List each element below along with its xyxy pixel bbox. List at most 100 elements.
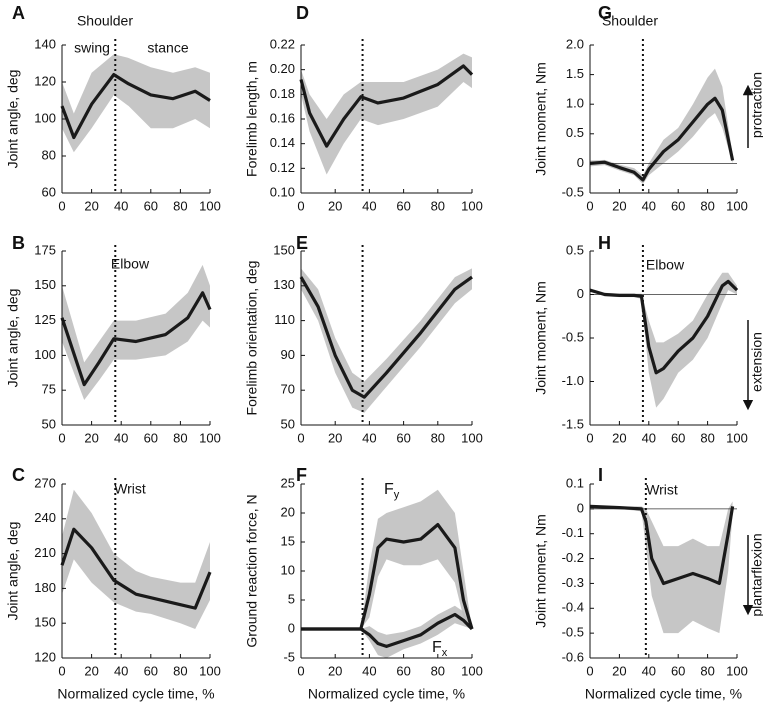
y-axis-label: Joint moment, Nm [533,62,549,176]
x-tick-label: 60 [144,430,158,445]
trace-band [301,489,472,629]
y-tick-label: 0.10 [270,184,295,199]
y-tick-label: 100 [34,110,56,125]
x-tick-label: 40 [114,430,128,445]
trace-band [590,68,733,185]
y-tick-label: 0 [577,500,584,515]
x-tick-label: 20 [612,663,626,678]
y-tick-label: 0.18 [270,86,295,101]
mean-line [301,612,474,648]
y-tick-label: 0.16 [270,110,295,125]
y-tick-label: -0.2 [562,550,584,565]
y-tick-label: 240 [34,510,56,525]
mean-line [60,73,211,140]
x-tick-label: 60 [144,198,158,213]
annotation: plantarflexion [749,533,763,616]
x-tick-label: 80 [700,430,714,445]
x-tick-label: 0 [58,430,65,445]
mean-line [60,291,212,387]
x-tick-label: 60 [396,430,410,445]
series-label-main: F [384,481,394,498]
x-axis-label: Normalized cycle time, % [308,686,465,702]
y-axis-label: Joint moment, Nm [533,514,549,628]
x-tick-label: 100 [726,198,748,213]
x-tick-label: 100 [461,430,483,445]
y-tick-label: 25 [281,475,295,490]
series-label-sub: x [442,647,448,659]
x-tick-label: 80 [431,198,445,213]
y-tick-label: -1.5 [562,416,584,431]
y-tick-label: -5 [283,649,295,664]
y-tick-label: 50 [42,416,56,431]
trace-band [301,53,472,175]
mean-line [301,523,474,631]
x-tick-label: 20 [328,430,342,445]
y-tick-label: -0.3 [562,575,584,590]
x-tick-label: 100 [726,430,748,445]
mean-line [299,275,473,399]
x-tick-label: 0 [297,198,304,213]
panel-title: Shoulder [77,13,133,29]
trace-band [301,268,472,413]
x-tick-label: 80 [173,430,187,445]
panel-title: Wrist [646,482,678,498]
y-tick-label: 150 [273,242,295,257]
x-tick-label: 40 [362,430,376,445]
mean-line [299,64,474,148]
y-tick-label: 2.0 [566,36,584,51]
x-tick-label: 0 [58,198,65,213]
x-tick-label: 80 [431,663,445,678]
y-tick-label: 75 [42,382,56,397]
x-tick-label: 100 [199,430,221,445]
panel-title: Shoulder [602,13,658,29]
x-tick-label: 100 [199,198,221,213]
y-tick-label: 120 [34,649,56,664]
x-tick-label: 60 [396,198,410,213]
y-tick-label: -0.1 [562,525,584,540]
y-tick-label: 0.20 [270,61,295,76]
y-tick-label: 130 [273,277,295,292]
panel-letter: C [12,465,25,485]
x-tick-label: 60 [396,663,410,678]
x-tick-label: 20 [84,198,98,213]
annotation: extension [749,332,763,392]
x-tick-label: 100 [726,663,748,678]
panel-letter: H [598,233,611,253]
panel-letter: D [296,3,309,23]
x-tick-label: 40 [362,663,376,678]
y-tick-label: -1.0 [562,373,584,388]
y-tick-label: 150 [34,277,56,292]
y-tick-label: 0.22 [270,36,295,51]
x-tick-label: 0 [586,663,593,678]
y-tick-label: 0 [577,155,584,170]
trace-band [590,272,737,408]
x-tick-label: 20 [612,430,626,445]
y-tick-label: 150 [34,615,56,630]
y-tick-label: 5 [288,591,295,606]
y-tick-label: 0.14 [270,135,295,150]
y-tick-label: 180 [34,580,56,595]
series-label: Fx [432,639,448,659]
panel-letter: B [12,233,25,253]
x-tick-label: 20 [328,198,342,213]
x-tick-label: 60 [671,663,685,678]
x-tick-label: 100 [461,663,483,678]
y-tick-label: -0.5 [562,184,584,199]
x-tick-label: 80 [700,663,714,678]
y-tick-label: 0 [288,620,295,635]
x-axis-label: Normalized cycle time, % [57,686,214,702]
x-tick-label: 0 [586,430,593,445]
y-tick-label: 15 [281,533,295,548]
y-tick-label: 0.12 [270,160,295,175]
y-tick-label: 140 [34,36,56,51]
x-tick-label: 100 [461,198,483,213]
y-tick-label: -0.5 [562,625,584,640]
y-tick-label: 20 [281,504,295,519]
y-tick-label: 0.5 [566,242,584,257]
y-tick-label: 60 [42,184,56,199]
y-tick-label: -0.6 [562,649,584,664]
series-label: Fy [384,481,400,501]
y-axis-label: Joint moment, Nm [533,281,549,395]
y-axis-label: Joint angle, deg [5,289,21,388]
